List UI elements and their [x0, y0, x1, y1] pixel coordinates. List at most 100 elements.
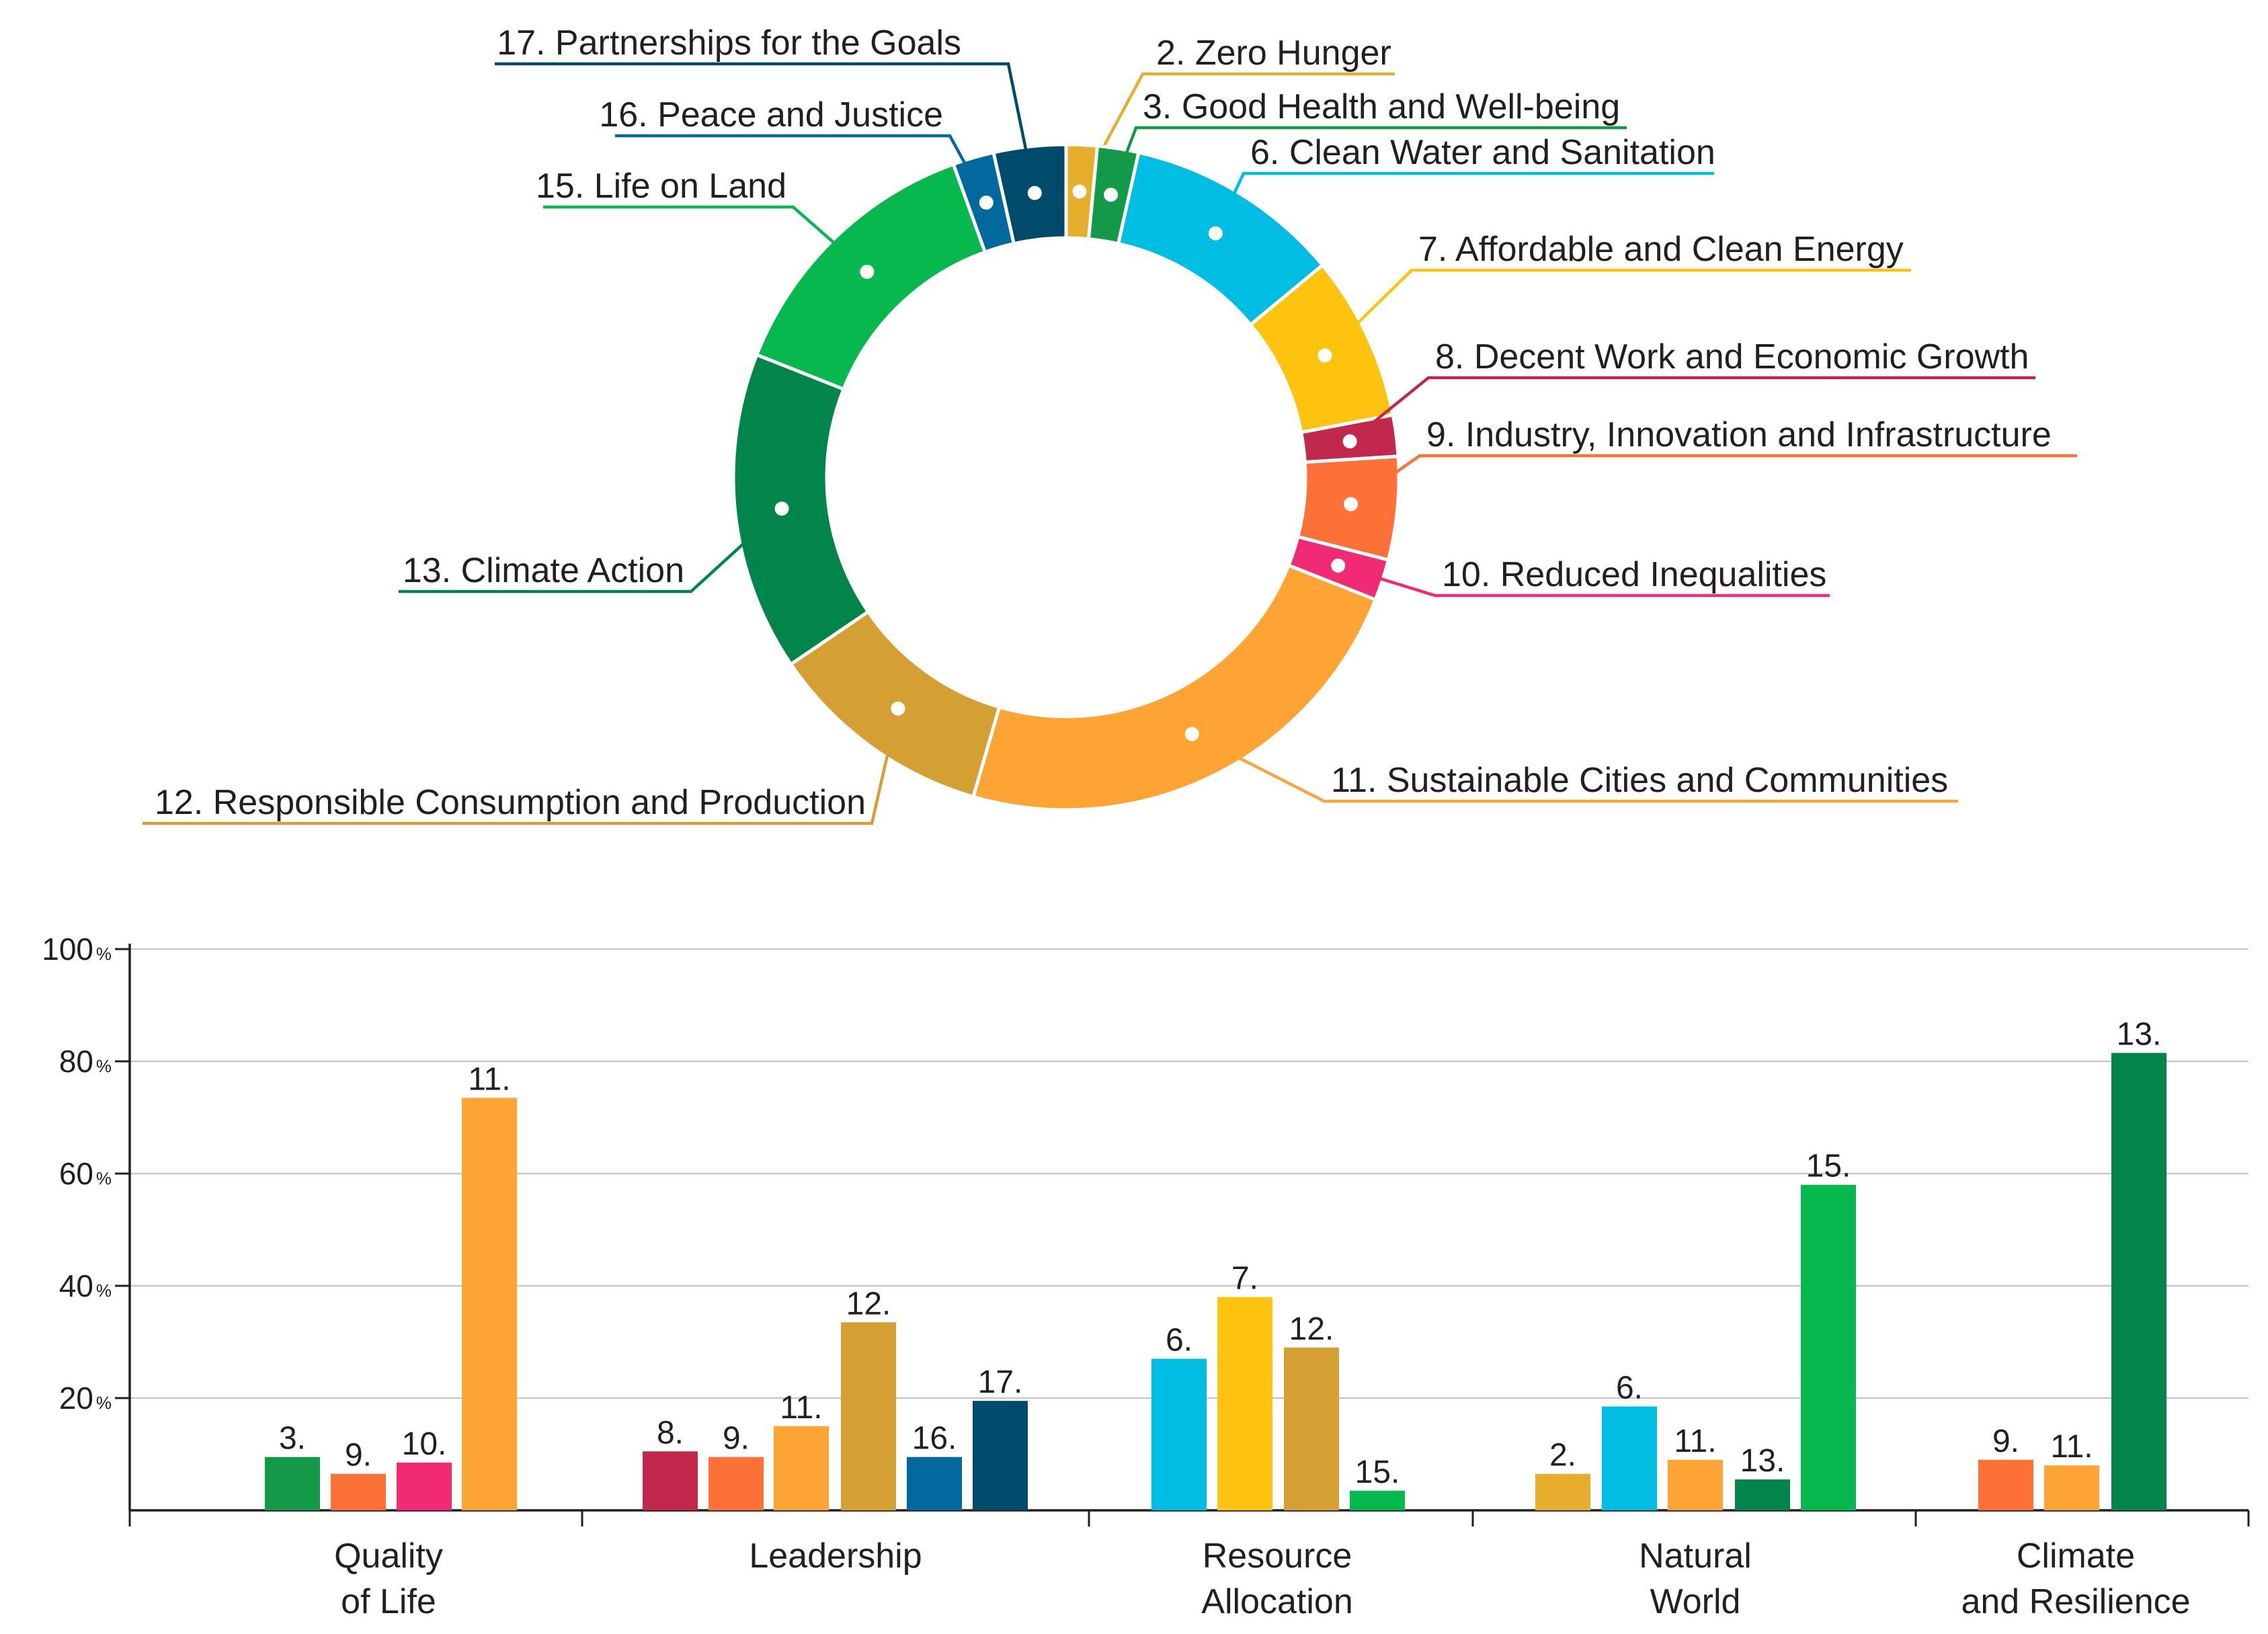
bar-label-g1-1: 9.	[723, 1421, 750, 1457]
leader-line-11	[1191, 733, 1958, 803]
leader-dot-13	[771, 498, 793, 520]
slice-label-8: 8. Decent Work and Economic Growth	[1435, 337, 2029, 376]
y-tick-unit-20: %	[96, 1393, 112, 1413]
donut-slice-11	[971, 563, 1378, 812]
leader-line-17	[495, 62, 1037, 194]
leader-line-10	[1338, 564, 1830, 598]
bar-g1-2	[774, 1426, 829, 1510]
bar-label-g0-3: 11.	[468, 1061, 510, 1097]
slice-label-16: 16. Peace and Justice	[599, 95, 943, 134]
bar-g1-1	[708, 1457, 764, 1510]
bar-g2-0	[1151, 1358, 1207, 1510]
slice-label-13: 13. Climate Action	[403, 551, 684, 590]
y-tick-label-60: 60	[59, 1156, 93, 1191]
bar-label-g2-2: 12.	[1289, 1311, 1334, 1347]
bar-label-g3-1: 6.	[1616, 1371, 1643, 1406]
category-label-2-1: Allocation	[1201, 1582, 1352, 1621]
slice-label-12: 12. Responsible Consumption and Producti…	[155, 783, 866, 822]
bar-g0-3	[462, 1098, 517, 1510]
leader-dot-12	[887, 698, 909, 719]
bar-g0-1	[331, 1473, 386, 1510]
category-label-4-1: and Resilience	[1961, 1582, 2190, 1621]
bar-g3-1	[1602, 1406, 1657, 1510]
bar-label-g1-2: 11.	[780, 1390, 822, 1426]
leader-line-6	[1214, 171, 1714, 235]
bar-label-g1-0: 8.	[657, 1415, 684, 1451]
donut-slice-13	[731, 352, 871, 667]
donut-chart: 2. Zero Hunger 3. Good Health and Well-be…	[143, 24, 2077, 825]
leader-line-13	[399, 507, 783, 594]
slice-label-2: 2. Zero Hunger	[1156, 34, 1391, 73]
slice-label-11: 11. Sustainable Cities and Communities	[1331, 761, 1948, 800]
y-tick-label-20: 20	[59, 1381, 93, 1416]
leader-dot-9	[1340, 493, 1362, 515]
bar-g3-2	[1668, 1459, 1723, 1510]
leader-dot-17	[1024, 182, 1045, 204]
category-label-2-0: Resource	[1203, 1537, 1352, 1576]
bar-g4-0	[1978, 1459, 2033, 1510]
bar-label-g3-2: 11.	[1674, 1424, 1716, 1459]
category-label-4-0: Climate	[2017, 1537, 2135, 1576]
category-label-0-1: of Life	[341, 1582, 436, 1621]
bar-label-g3-4: 15.	[1806, 1149, 1851, 1184]
bar-label-g0-2: 10.	[402, 1426, 447, 1462]
bar-g1-0	[643, 1451, 698, 1510]
leader-line-9	[1350, 454, 2077, 505]
category-label-0-0: Quality	[334, 1537, 443, 1576]
slice-label-15: 15. Life on Land	[536, 167, 786, 206]
leader-dot-11	[1181, 723, 1203, 745]
leader-line-8	[1348, 376, 2035, 443]
leader-dot-16	[975, 192, 997, 213]
y-tick-label-100: 100	[42, 932, 93, 967]
slice-label-6: 6. Clean Water and Sanitation	[1250, 133, 1715, 172]
bar-g1-4	[907, 1457, 962, 1510]
bar-label-g3-3: 13.	[1740, 1443, 1785, 1479]
slice-label-17: 17. Partnerships for the Goals	[497, 24, 961, 63]
bar-label-g1-3: 12.	[846, 1286, 891, 1321]
bar-g2-1	[1217, 1297, 1272, 1510]
leader-line-16	[615, 134, 988, 204]
leader-dot-15	[856, 261, 878, 282]
leader-dot-3	[1100, 184, 1122, 206]
slice-label-7: 7. Affordable and Clean Energy	[1418, 230, 1904, 269]
leader-dot-10	[1328, 555, 1349, 576]
slice-label-9: 9. Industry, Innovation and Infrastructu…	[1426, 415, 2052, 454]
bar-g3-4	[1801, 1184, 1856, 1510]
y-tick-unit-60: %	[96, 1168, 112, 1188]
leader-dot-6	[1205, 222, 1226, 244]
bar-g0-2	[397, 1463, 452, 1510]
leader-dot-2	[1069, 181, 1090, 202]
bar-label-g4-0: 9.	[1992, 1424, 2019, 1459]
category-label-3-1: World	[1650, 1582, 1741, 1621]
bar-g1-3	[841, 1322, 896, 1510]
bar-label-g1-4: 16.	[912, 1421, 957, 1457]
bar-label-g3-0: 2.	[1549, 1438, 1576, 1473]
category-label-1-0: Leadership	[749, 1537, 922, 1576]
category-label-3-0: Natural	[1639, 1537, 1752, 1576]
bar-g1-5	[973, 1401, 1028, 1510]
bar-label-g0-0: 3.	[279, 1421, 306, 1457]
y-tick-unit-100: %	[96, 944, 112, 964]
bar-label-g1-5: 17.	[978, 1364, 1023, 1400]
y-tick-unit-80: %	[96, 1056, 112, 1076]
bar-g3-0	[1535, 1473, 1590, 1510]
leader-line-12	[143, 708, 900, 825]
leader-line-7	[1324, 268, 1911, 357]
leader-line-15	[543, 205, 868, 274]
bar-g0-0	[265, 1457, 320, 1510]
leader-dot-8	[1339, 431, 1361, 452]
y-tick-label-80: 80	[59, 1044, 93, 1079]
bar-label-g0-1: 9.	[345, 1438, 372, 1473]
slice-label-10: 10. Reduced Inequalities	[1442, 555, 1826, 594]
bar-g2-2	[1284, 1347, 1339, 1510]
leader-dot-7	[1314, 345, 1336, 366]
y-tick-label-40: 40	[59, 1268, 93, 1303]
y-tick-unit-40: %	[96, 1280, 112, 1301]
bar-g4-2	[2111, 1053, 2166, 1510]
bar-label-g2-1: 7.	[1231, 1261, 1258, 1297]
bar-g3-3	[1735, 1479, 1790, 1510]
bar-label-g2-3: 15.	[1355, 1455, 1400, 1490]
bar-g2-3	[1350, 1490, 1405, 1510]
